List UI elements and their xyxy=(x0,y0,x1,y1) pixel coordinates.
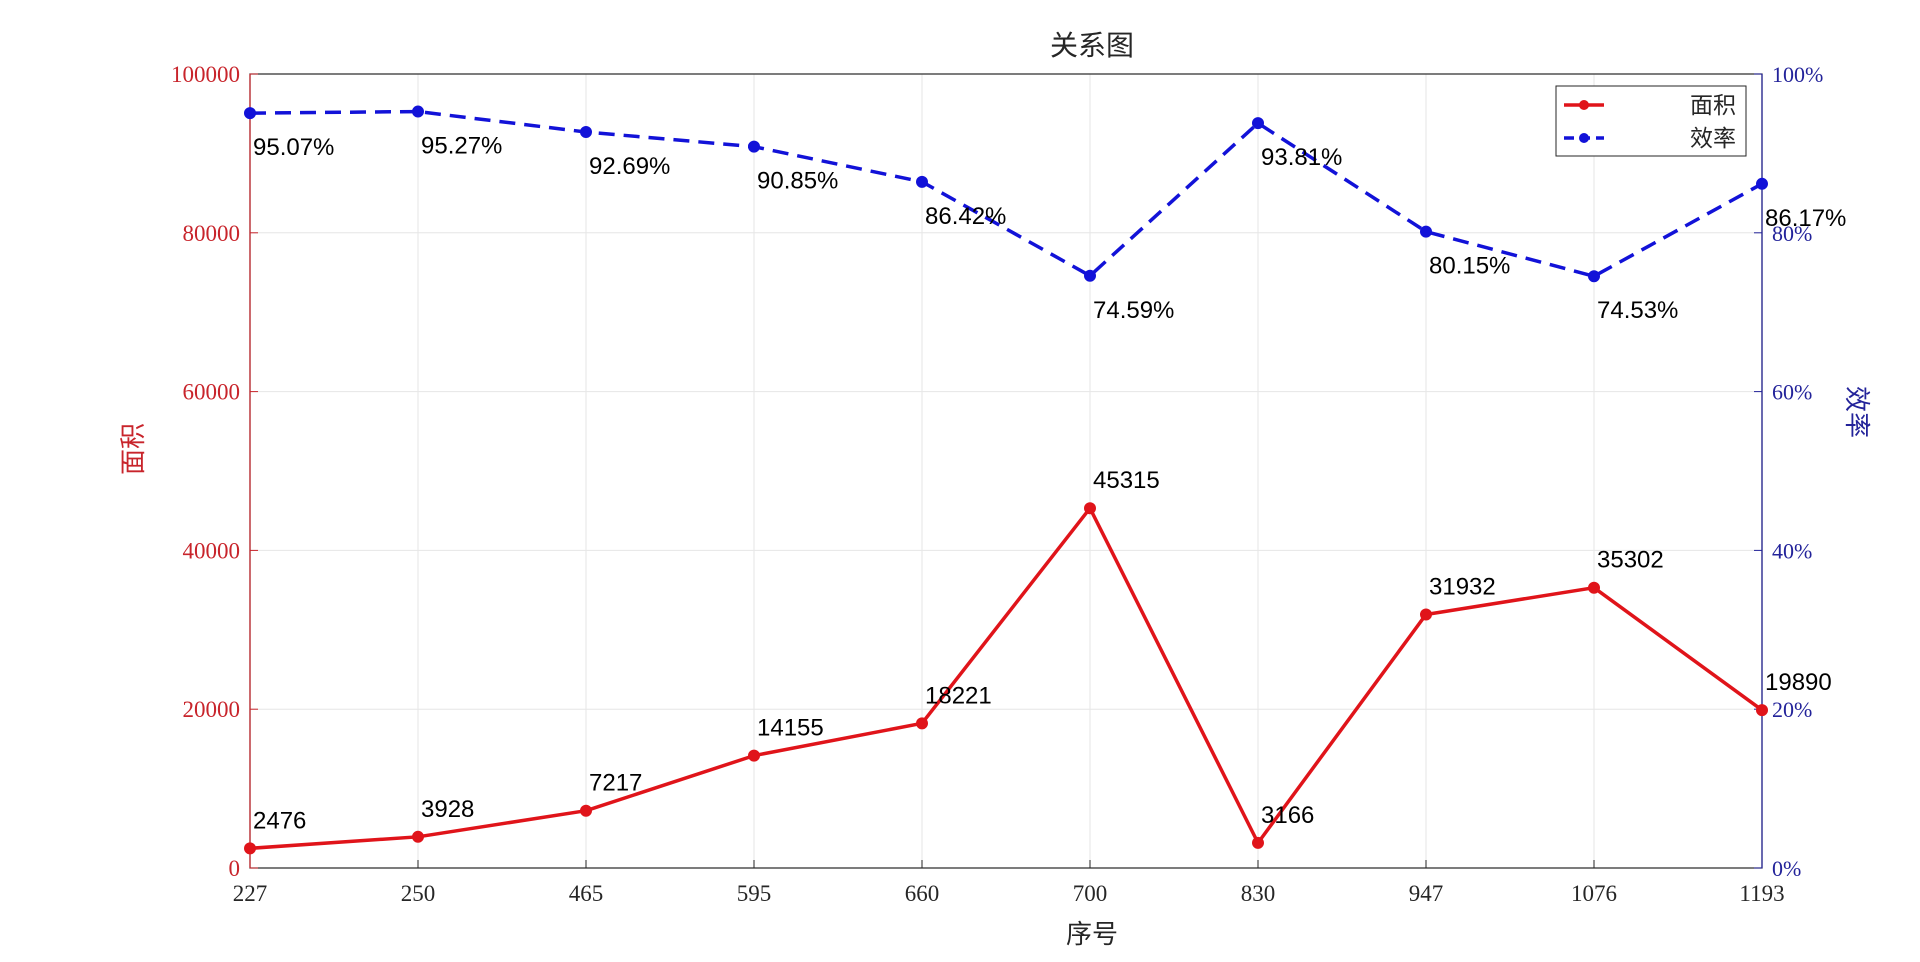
series-line-area xyxy=(249,506,1764,851)
data-label-efficiency: 92.69% xyxy=(589,153,670,180)
data-point-efficiency xyxy=(580,126,592,139)
data-point-area xyxy=(916,717,928,730)
data-point-efficiency xyxy=(1588,270,1600,283)
y-left-tick-label: 80000 xyxy=(183,221,241,246)
x-tick-label: 700 xyxy=(1073,881,1108,906)
data-label-efficiency: 86.17% xyxy=(1765,205,1846,232)
data-label-area: 2476 xyxy=(253,807,306,834)
data-point-area xyxy=(1420,608,1432,621)
y-right-tick-label: 60% xyxy=(1772,380,1812,405)
series-line-efficiency xyxy=(249,109,1763,278)
y-axis-right-label: 效率 xyxy=(1842,386,1871,438)
data-point-area xyxy=(1588,581,1600,594)
data-label-efficiency: 86.42% xyxy=(925,203,1006,230)
data-labels: 2476 3928 7217 14155 18221 45315 3166 31932 3530… xyxy=(253,133,1846,835)
legend-box xyxy=(1555,85,1747,157)
data-label-area: 19890 xyxy=(1765,669,1832,696)
x-tick-label: 595 xyxy=(737,881,772,906)
data-point-area xyxy=(412,830,424,843)
data-label-area: 7217 xyxy=(589,770,642,797)
data-point-efficiency xyxy=(1420,225,1432,238)
chart-title: 关系图 xyxy=(1050,30,1134,62)
data-label-area: 45315 xyxy=(1093,467,1160,494)
data-label-area: 31932 xyxy=(1429,573,1496,600)
data-label-efficiency: 95.07% xyxy=(253,134,334,161)
data-point-area xyxy=(748,749,760,762)
x-tick-label: 1076 xyxy=(1571,881,1617,906)
grid xyxy=(249,74,1763,868)
y-axis-left-ticks: 0 20000 40000 60000 80000 100000 xyxy=(171,62,258,881)
data-point-efficiency xyxy=(1084,269,1096,282)
x-axis-ticks: 227 250 465 595 660 700 830 947 1076 1193 xyxy=(233,860,1785,906)
plot-frame xyxy=(249,73,1763,869)
data-point-area xyxy=(1252,836,1264,849)
x-axis-label: 序号 xyxy=(1066,920,1118,949)
y-right-tick-label: 0% xyxy=(1772,856,1801,881)
data-label-efficiency: 95.27% xyxy=(421,133,502,160)
data-label-efficiency: 74.53% xyxy=(1597,297,1678,324)
legend-marker-area xyxy=(1579,100,1589,110)
y-left-tick-label: 0 xyxy=(229,856,241,881)
data-point-area xyxy=(580,804,592,817)
data-point-area xyxy=(244,842,256,855)
x-tick-label: 830 xyxy=(1241,881,1276,906)
y-right-tick-label: 40% xyxy=(1772,538,1812,563)
y-left-tick-label: 20000 xyxy=(183,697,241,722)
x-tick-label: 660 xyxy=(905,881,940,906)
data-point-efficiency xyxy=(916,175,928,188)
y-right-tick-label: 80% xyxy=(1772,221,1812,246)
data-point-efficiency xyxy=(1756,177,1768,190)
data-point-efficiency xyxy=(1252,117,1264,130)
y-left-tick-label: 40000 xyxy=(183,538,241,563)
data-label-area: 18221 xyxy=(925,682,992,709)
series-layer xyxy=(244,105,1768,855)
x-tick-label: 250 xyxy=(401,881,436,906)
data-label-efficiency: 74.59% xyxy=(1093,297,1174,324)
x-tick-label: 227 xyxy=(233,881,268,906)
legend-marker-efficiency xyxy=(1579,133,1589,143)
y-left-tick-label: 60000 xyxy=(183,380,241,405)
legend-label-area: 面积 xyxy=(1690,93,1736,118)
x-tick-label: 465 xyxy=(569,881,604,906)
x-tick-label: 947 xyxy=(1409,881,1444,906)
legend: 面积 效率 xyxy=(1555,85,1747,157)
data-label-efficiency: 93.81% xyxy=(1261,144,1342,171)
data-label-efficiency: 90.85% xyxy=(757,168,838,195)
data-point-area xyxy=(1756,704,1768,717)
y-right-tick-label: 100% xyxy=(1772,62,1823,87)
data-label-area: 3928 xyxy=(421,796,474,823)
data-label-area: 14155 xyxy=(757,715,824,742)
data-point-area xyxy=(1084,502,1096,515)
legend-label-efficiency: 效率 xyxy=(1690,126,1736,151)
data-point-efficiency xyxy=(244,107,256,120)
data-label-area: 35302 xyxy=(1597,547,1664,574)
x-tick-label: 1193 xyxy=(1739,881,1784,906)
y-axis-right-ticks: 0% 20% 40% 60% 80% 100% xyxy=(1754,62,1823,881)
y-left-tick-label: 100000 xyxy=(171,62,240,87)
data-label-efficiency: 80.15% xyxy=(1429,253,1510,280)
y-axis-left-label: 面积 xyxy=(119,423,148,475)
data-point-efficiency xyxy=(412,105,424,118)
data-point-efficiency xyxy=(748,140,760,153)
y-right-tick-label: 20% xyxy=(1772,697,1812,722)
data-label-area: 3166 xyxy=(1261,802,1314,829)
